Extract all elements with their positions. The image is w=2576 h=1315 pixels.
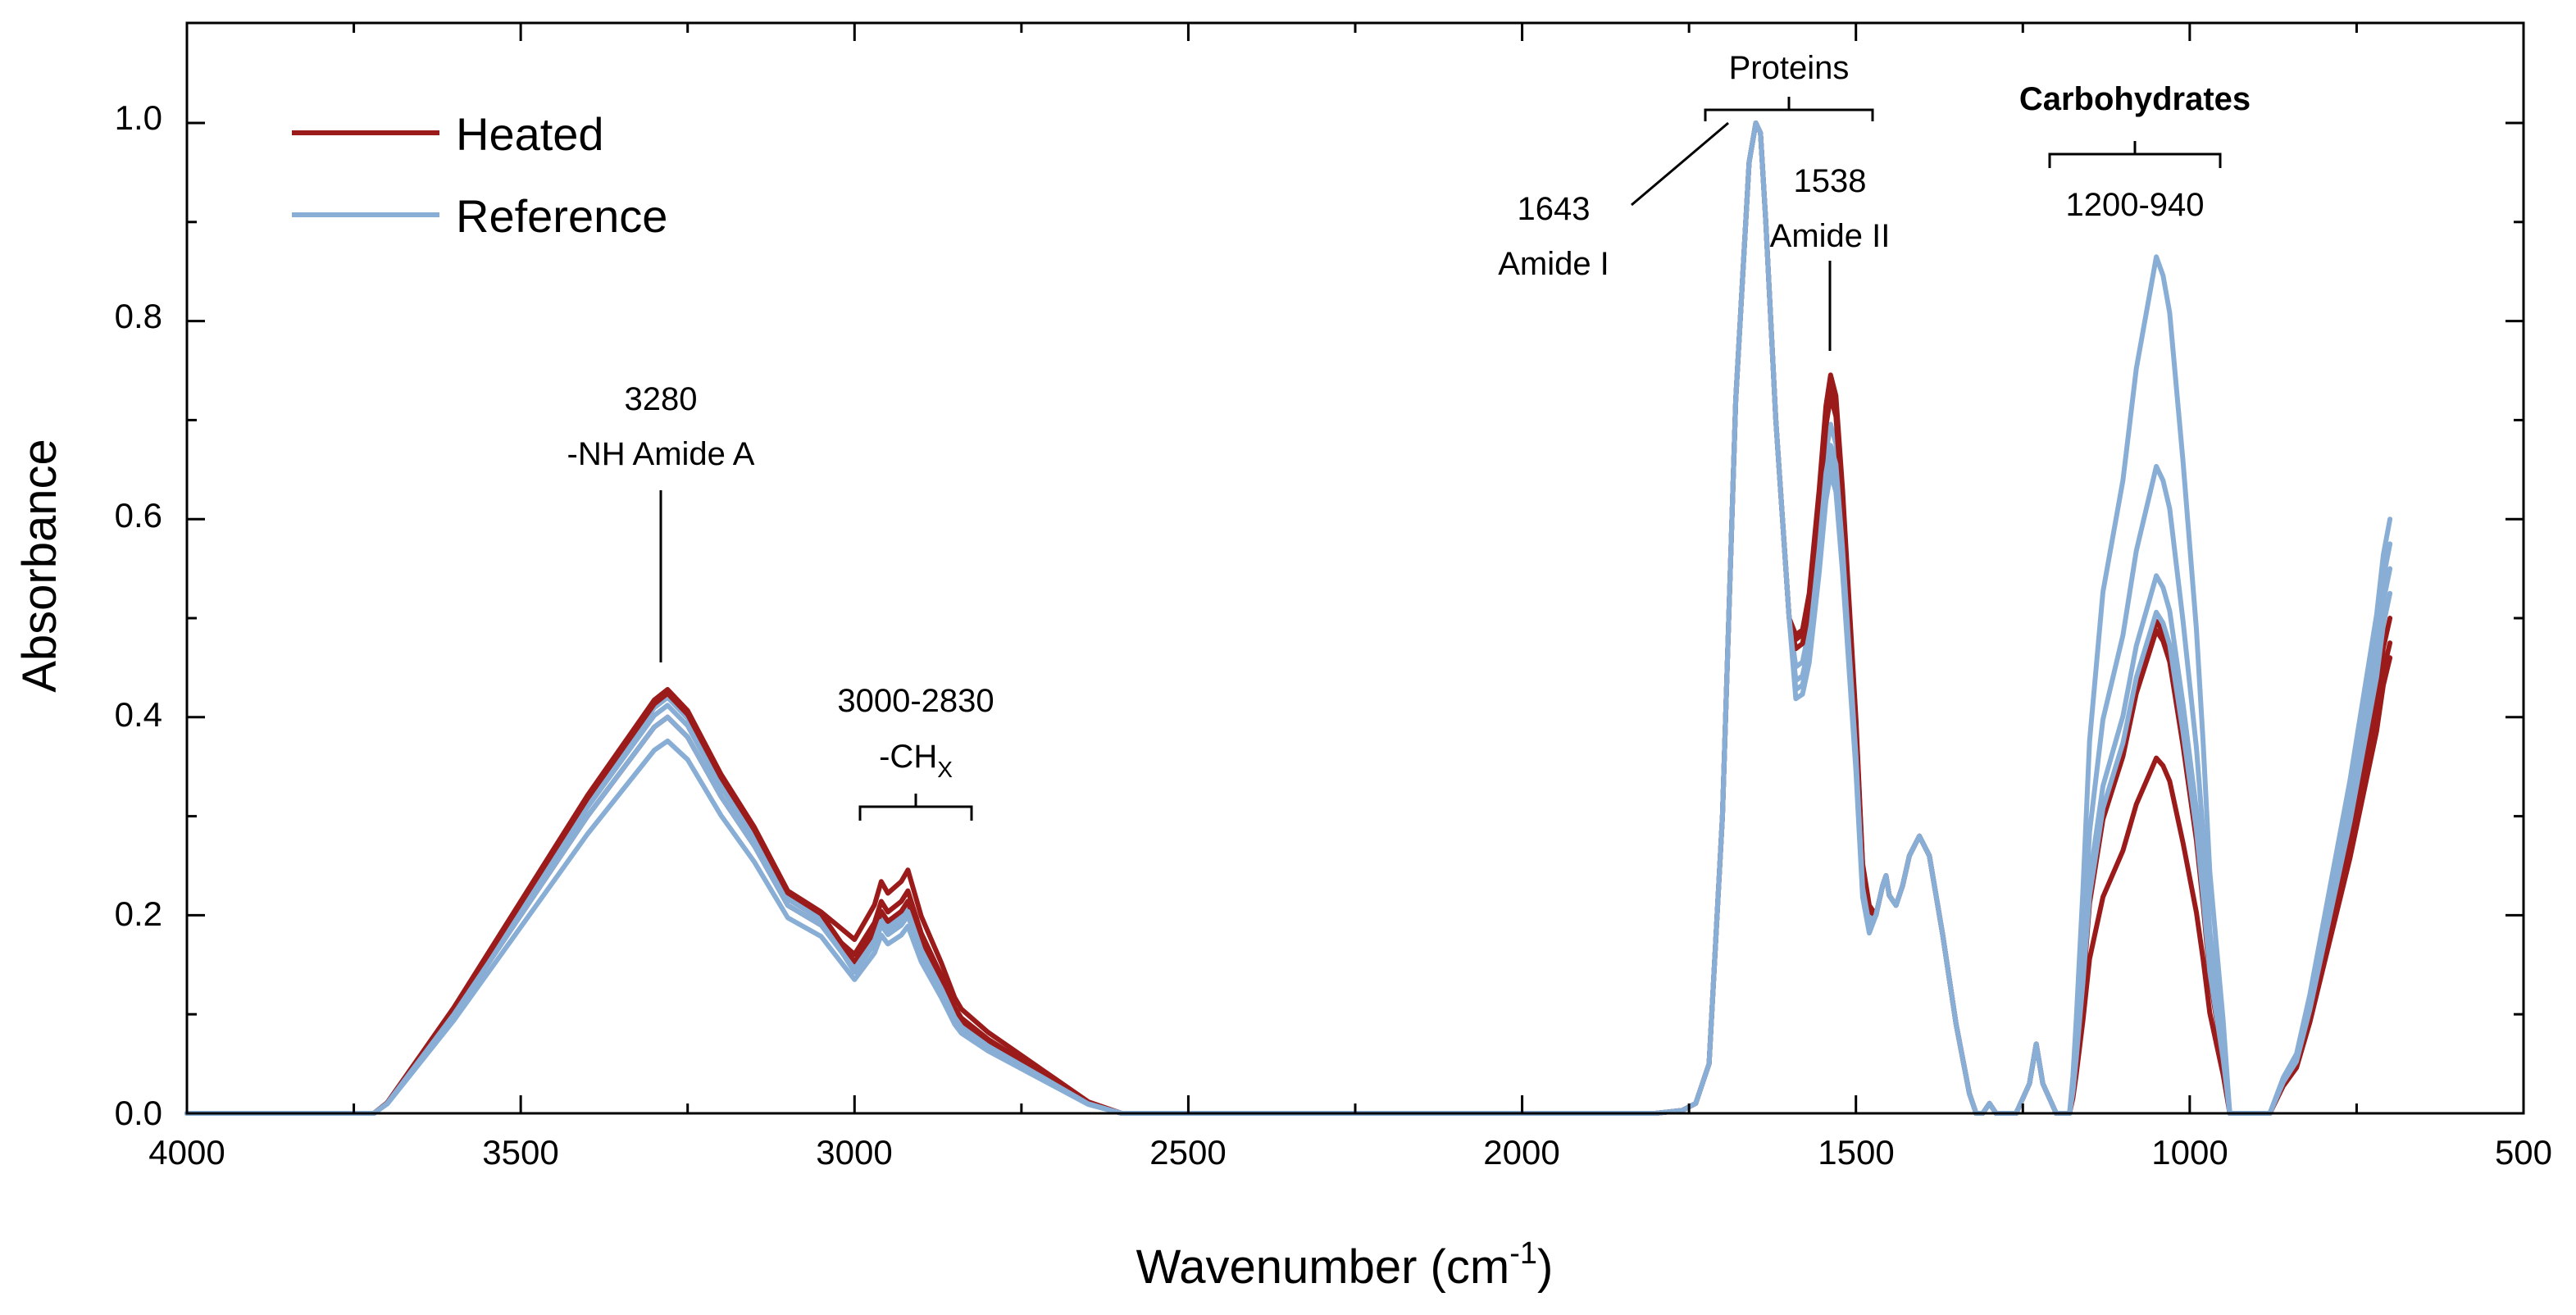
x-tick-label: 500	[2495, 1133, 2552, 1172]
x-tick-label: 2000	[1483, 1133, 1559, 1172]
x-tick-labels: 4000 3500 3000 2500 2000 1500 1000 500	[148, 1133, 2552, 1172]
x-tick-label: 1500	[1818, 1133, 1894, 1172]
annotation-carbohydrates-range: 1200-940	[2065, 187, 2204, 223]
annotation-amide-ii-number: 1538	[1794, 163, 1867, 199]
annotation-proteins-label: Proteins	[1729, 50, 1850, 86]
annotation-amide-a-label: -NH Amide A	[567, 436, 755, 472]
annotation-amide-i-leader	[1631, 121, 1729, 207]
y-axis-title: Absorbance	[13, 439, 66, 693]
annotation-amide-i-number: 1643	[1518, 191, 1591, 227]
x-tick-label: 3000	[816, 1133, 892, 1172]
y-tick-label: 0.4	[115, 695, 162, 734]
x-tick-label: 3500	[482, 1133, 558, 1172]
x-tick-label: 4000	[148, 1133, 225, 1172]
legend-label-heated: Heated	[456, 108, 604, 160]
y-tick-label: 1.0	[115, 98, 162, 137]
y-tick-label: 0.6	[115, 496, 162, 535]
legend-label-reference: Reference	[456, 190, 667, 242]
series-layer	[184, 121, 2393, 1116]
annotation-ch-bracket	[858, 794, 973, 821]
annotation-carbohydrates-bracket	[2048, 141, 2222, 168]
tick-layer	[185, 23, 2525, 1115]
x-tick-label: 2500	[1149, 1133, 1226, 1172]
x-tick-label: 1000	[2151, 1133, 2228, 1172]
y-tick-labels: 0.0 0.2 0.4 0.6 0.8 1.0	[115, 98, 162, 1132]
y-tick-label: 0.2	[115, 894, 162, 933]
annotation-ch-range: 3000-2830	[837, 683, 994, 719]
annotation-amide-ii-label: Amide II	[1770, 218, 1891, 254]
legend: Heated Reference	[292, 108, 667, 242]
series-line-reference-7	[184, 121, 2393, 1116]
annotations: 3280 -NH Amide A 3000-2830 -CHX Proteins…	[567, 50, 2251, 821]
annotation-ch-label: -CHX	[879, 739, 953, 782]
annotation-amide-a-number: 3280	[625, 381, 698, 417]
x-axis-title: Wavenumber (cm-1)	[1136, 1236, 1554, 1294]
annotation-amide-i-label: Amide I	[1498, 246, 1609, 282]
y-tick-label: 0.0	[115, 1094, 162, 1132]
annotation-proteins-bracket	[1704, 97, 1874, 121]
annotation-carbohydrates-label: Carbohydrates	[2019, 81, 2251, 117]
y-tick-label: 0.8	[115, 297, 162, 335]
